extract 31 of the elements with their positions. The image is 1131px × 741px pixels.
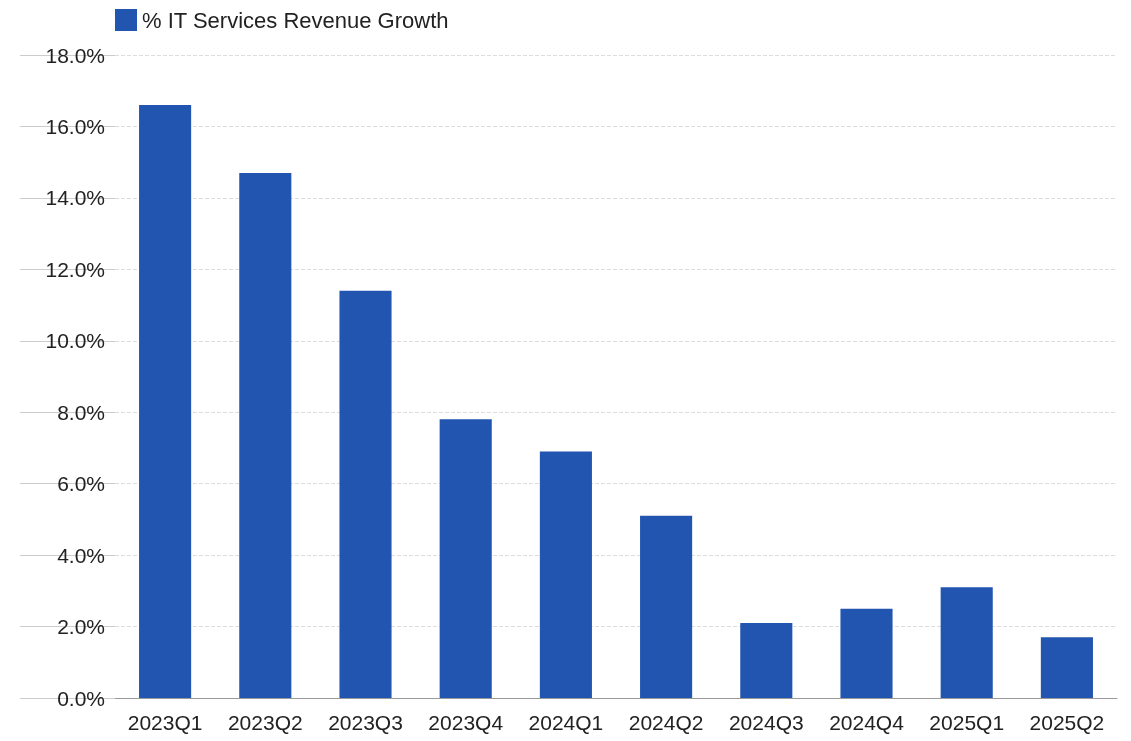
x-tick-label: 2023Q1 <box>127 711 203 734</box>
y-tick-label: 12.0% <box>45 257 105 281</box>
y-tick-label: 0.0% <box>57 686 105 710</box>
y-tick-label: 16.0% <box>45 114 105 138</box>
x-tick-label: 2024Q3 <box>728 711 804 734</box>
bar <box>439 419 492 698</box>
y-tick-label: 18.0% <box>45 43 105 67</box>
x-tick-label: 2023Q2 <box>227 711 303 734</box>
bar <box>940 587 993 698</box>
bar <box>339 290 392 698</box>
x-tick-label: 2025Q2 <box>1029 711 1105 734</box>
y-tick-label: 10.0% <box>45 329 105 353</box>
x-tick-label: 2025Q1 <box>929 711 1005 734</box>
bar <box>239 172 292 698</box>
y-tick-label: 8.0% <box>57 400 105 424</box>
bar <box>139 105 192 698</box>
y-tick-label: 2.0% <box>57 615 105 639</box>
x-tick-label: 2023Q3 <box>328 711 403 734</box>
bar <box>640 515 693 698</box>
x-tick-label: 2023Q4 <box>428 711 504 734</box>
y-tick-label: 14.0% <box>45 186 105 210</box>
y-tick-label: 6.0% <box>57 472 105 496</box>
y-tick-label: 4.0% <box>57 543 105 567</box>
bar <box>840 608 893 698</box>
x-tick-label: 2024Q4 <box>829 711 905 734</box>
bar <box>1040 637 1093 698</box>
legend-label: % IT Services Revenue Growth <box>142 7 449 33</box>
x-tick-label: 2024Q2 <box>628 711 704 734</box>
bar <box>740 622 793 698</box>
x-tick-label: 2024Q1 <box>528 711 604 734</box>
bar <box>539 451 592 698</box>
